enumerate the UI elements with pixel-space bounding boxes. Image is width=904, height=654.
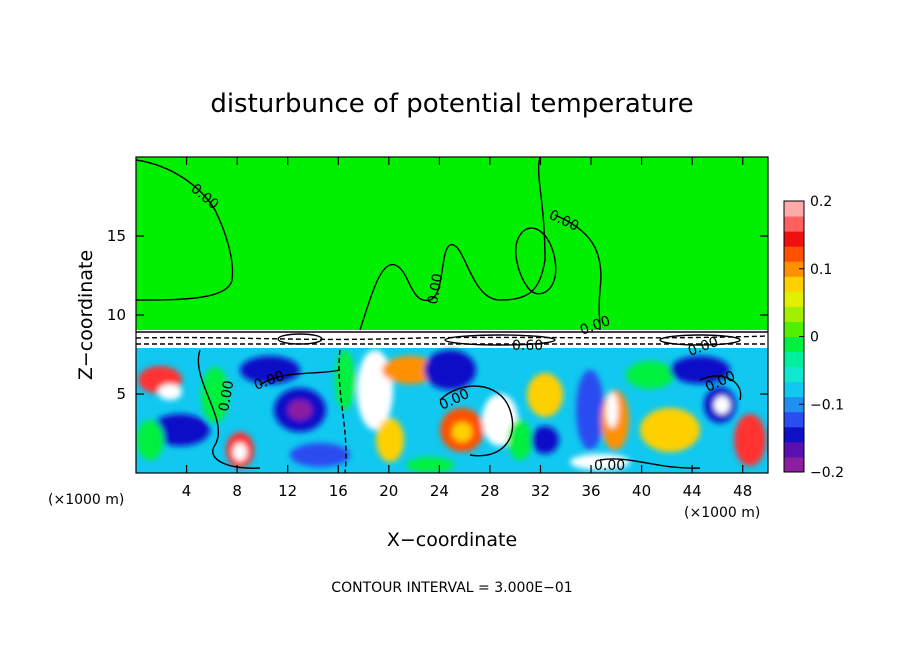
eddy-blob [714,396,730,414]
eddy-blob [201,367,229,423]
colorbar-swatch [784,231,804,247]
eddy-blob [452,422,472,442]
contour-line [136,335,768,341]
x-tick-label: 20 [379,482,398,500]
eddy-blob [527,373,563,417]
contour-line [515,227,557,295]
colorbar-swatch [784,396,804,413]
x-unit-left: (×1000 m) [48,492,124,508]
contour-line [659,334,741,346]
contour-line [259,369,341,386]
colorbar-tick-label: 0.1 [810,262,832,278]
eddy-blob [290,443,350,467]
contour-line [599,458,701,469]
contour-line [277,333,323,345]
y-tick-label: 5 [116,385,126,403]
colorbar-swatch [784,216,804,232]
x-tick-label: 4 [182,482,192,500]
eddy-blob [376,418,404,462]
plot-area: 0.00 0.00 0.00 0.00 0.00 0.00 0.00 0.00 … [136,157,768,474]
contour-interval-footer: CONTOUR INTERVAL = 3.000E−01 [331,580,572,596]
contour-line [197,349,261,469]
colorbar-swatch [784,351,804,368]
contour-line [338,349,347,473]
x-axis-label: X−coordinate [387,529,517,551]
eddy-blob [508,420,532,460]
x-tick-label: 36 [581,482,600,500]
y-tick-label: 10 [107,306,126,324]
colorbar-swatch [784,336,804,353]
x-tick-label: 8 [232,482,242,500]
eddy-blob [335,350,355,410]
colorbar-swatch [784,261,804,277]
eddy-blob [570,454,630,470]
colorbar-swatch [784,201,804,217]
y-axis-ticks: 5 10 15 [107,227,768,403]
x-tick-label: 48 [733,482,752,500]
contour-line [444,334,556,346]
contour-label: 0.00 [594,458,625,474]
eddy-field [136,350,766,473]
eddy-blob [424,350,476,390]
colorbar-swatch [784,426,804,443]
eddy-blob [406,457,454,473]
contour-label: 0.00 [216,379,237,412]
eddy-blob [576,370,604,450]
eddy-blob [640,408,700,452]
contour-lines [136,157,768,473]
colorbar-swatch [784,321,804,337]
contour-line [554,214,602,331]
colorbar [784,201,804,473]
colorbar-tick-label: 0 [810,330,819,346]
eddy-blob [531,426,559,454]
eddy-blob [626,361,674,389]
y-axis-label: Z−coordinate [75,250,97,380]
eddy-blob [606,392,618,428]
x-tick-label: 28 [480,482,499,500]
eddy-blob [734,414,766,466]
eddy-blob [150,414,210,446]
contour-line [359,157,546,331]
chart-title: disturbunce of potential temperature [210,89,693,119]
eddy-blob [382,356,438,384]
colorbar-swatch [784,381,804,398]
colorbar-swatch [784,276,804,292]
contour-label: 0.00 [425,272,446,305]
eddy-blob [240,356,300,384]
inversion-layer [136,330,768,350]
colorbar-swatch [784,411,804,428]
contour-line [136,159,234,301]
x-tick-label: 40 [632,482,651,500]
colorbar-tick-label: −0.1 [810,397,844,413]
eddy-blob [670,356,730,384]
colorbar-swatch [784,441,804,458]
eddy-blob [136,420,164,460]
contour-line [699,375,742,401]
x-unit-right: (×1000 m) [684,505,760,521]
x-axis-ticks: 4 8 12 16 20 24 28 32 36 40 44 48 [182,157,752,500]
x-tick-label: 44 [683,482,702,500]
x-tick-label: 32 [531,482,550,500]
x-tick-label: 12 [278,482,297,500]
contour-label: 0.60 [512,338,543,354]
colorbar-swatch [784,306,804,322]
colorbar-swatch [784,291,804,307]
colorbar-tick-label: 0.2 [810,194,832,210]
eddy-blob [158,384,182,400]
colorbar-swatch [784,246,804,262]
colorbar-ticks: 0.2 0.1 0 −0.1 −0.2 [799,194,844,481]
x-tick-label: 16 [329,482,348,500]
colorbar-swatch [784,366,804,383]
colorbar-swatch [784,456,804,473]
y-tick-label: 15 [107,227,126,245]
eddy-blob [288,400,312,420]
eddy-blob [233,443,247,461]
x-tick-label: 24 [430,482,449,500]
contour-line [439,385,514,457]
colorbar-tick-label: −0.2 [810,465,844,481]
